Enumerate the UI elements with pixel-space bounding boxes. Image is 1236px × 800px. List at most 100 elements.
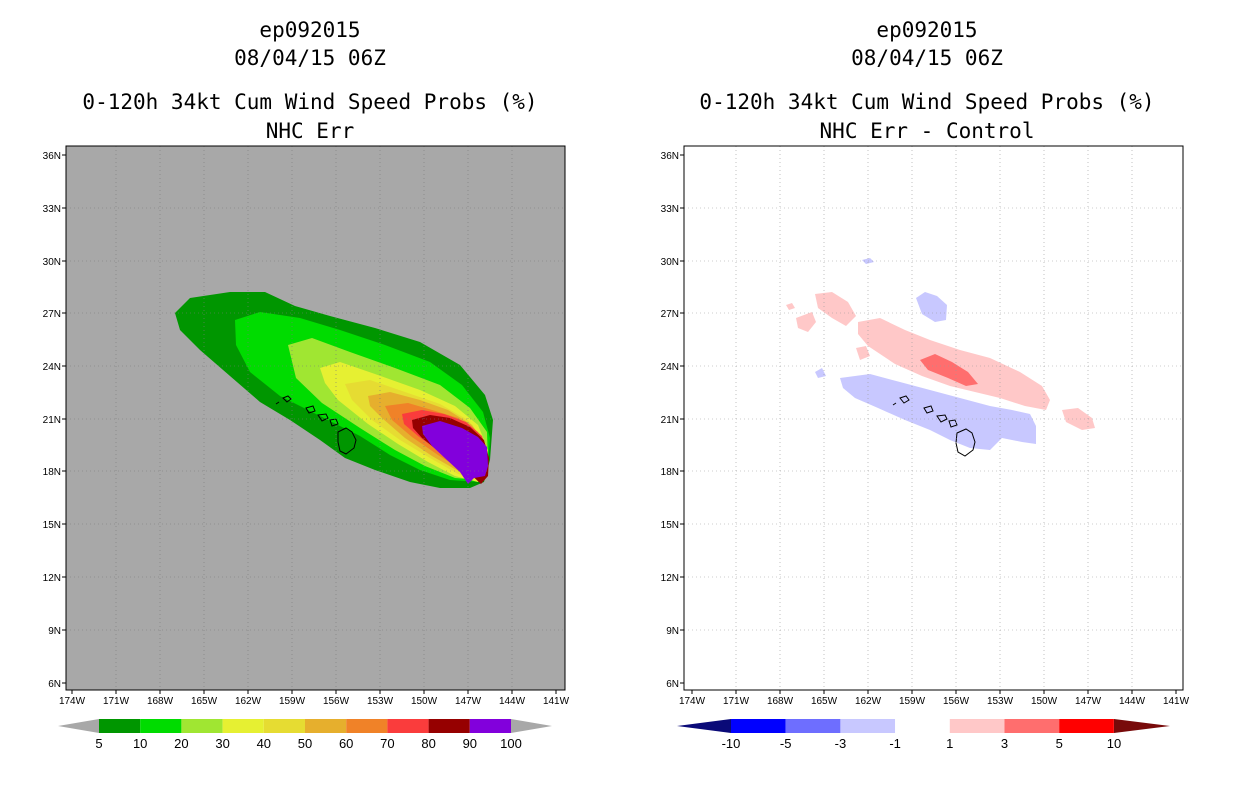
colorbar-label: 1 [946, 736, 953, 751]
colorbar-segment [346, 719, 388, 733]
colorbar-label: 30 [215, 736, 229, 751]
colorbar-segment [840, 719, 896, 733]
colorbar-label: -5 [780, 736, 792, 751]
right-chart-subtitle: NHC Err - Control [819, 119, 1035, 143]
left-datetime: 08/04/15 06Z [234, 46, 386, 70]
left-grid [66, 146, 565, 690]
lon-label: 150W [1031, 696, 1058, 707]
lat-label: 30N [43, 257, 61, 268]
lat-label: 36N [661, 151, 679, 162]
colorbar-label: 5 [1056, 736, 1063, 751]
left-lon-labels: 174W 171W 168W 165W 162W 159W 156W 153W … [59, 696, 570, 707]
left-chart-title: 0-120h 34kt Cum Wind Speed Probs (%) [82, 90, 538, 114]
colorbar-label: 10 [1107, 736, 1121, 751]
lat-label: 27N [661, 309, 679, 320]
lon-label: 153W [367, 696, 394, 707]
diff-neg-region [840, 374, 1036, 450]
diff-pos-region [796, 312, 816, 332]
colorbar-label: 10 [133, 736, 147, 751]
lon-label: 141W [1163, 696, 1190, 707]
colorbar-segment [469, 719, 511, 733]
right-grid [684, 146, 1183, 690]
diff-pos-region [1062, 408, 1095, 430]
right-colorbar: -10 -5 -3 -1 1 3 5 10 [677, 719, 1170, 751]
prob-90-region [422, 421, 488, 484]
right-map-frame [683, 145, 1184, 691]
lat-label: 9N [48, 626, 61, 637]
left-hawaii-islands [275, 395, 357, 455]
left-lat-labels: 36N 33N 30N 27N 24N 21N 18N 15N 12N 9N 6… [43, 151, 61, 690]
right-lon-labels: 174W 171W 168W 165W 162W 159W 156W 153W … [679, 696, 1190, 707]
lat-label: 15N [661, 520, 679, 531]
diff-pos-strong-region [920, 354, 978, 386]
diff-pos-region [786, 303, 795, 310]
lon-label: 171W [103, 696, 130, 707]
lat-label: 12N [661, 573, 679, 584]
lat-label: 33N [43, 204, 61, 215]
lat-label: 33N [661, 204, 679, 215]
right-lat-ticks [680, 154, 684, 684]
lat-label: 9N [666, 626, 679, 637]
colorbar-label: 90 [463, 736, 477, 751]
colorbar-label: 70 [380, 736, 394, 751]
lon-label: 153W [987, 696, 1014, 707]
left-map-frame [65, 145, 566, 691]
colorbar-segment [99, 719, 141, 733]
colorbar-segment [428, 719, 470, 733]
right-lon-ticks [691, 690, 1177, 694]
lat-label: 18N [43, 467, 61, 478]
right-datetime: 08/04/15 06Z [851, 46, 1003, 70]
lon-label: 144W [499, 696, 526, 707]
lat-label: 21N [661, 415, 679, 426]
diff-pos-region [856, 346, 870, 360]
lat-label: 12N [43, 573, 61, 584]
lon-label: 168W [147, 696, 174, 707]
colorbar-segment [305, 719, 347, 733]
colorbar-segment [263, 719, 305, 733]
colorbar-label: -10 [722, 736, 741, 751]
lon-label: 162W [855, 696, 882, 707]
lon-label: 156W [323, 696, 350, 707]
colorbar-segment [222, 719, 264, 733]
left-colorbar: 5 10 20 30 40 50 60 70 80 90 100 [58, 719, 552, 751]
colorbar-label: 80 [421, 736, 435, 751]
colorbar-segment [140, 719, 182, 733]
right-diff-contours [786, 258, 1095, 450]
right-storm-id: ep092015 [876, 18, 978, 42]
right-hawaii-islands [892, 395, 976, 457]
left-storm-id: ep092015 [259, 18, 361, 42]
lon-label: 150W [411, 696, 438, 707]
colorbar-segment [895, 719, 950, 733]
lon-label: 141W [543, 696, 570, 707]
lon-label: 156W [943, 696, 970, 707]
lat-label: 27N [43, 309, 61, 320]
lon-label: 168W [767, 696, 794, 707]
colorbar-high-arrow [1114, 719, 1170, 733]
lat-label: 15N [43, 520, 61, 531]
colorbar-segment [949, 719, 1005, 733]
diff-neg-region [815, 368, 826, 378]
left-lat-ticks [62, 154, 66, 684]
right-lat-labels: 36N 33N 30N 27N 24N 21N 18N 15N 12N 9N 6… [661, 151, 679, 690]
colorbar-label: 20 [174, 736, 188, 751]
left-chart-subtitle: NHC Err [265, 119, 355, 143]
lon-label: 165W [191, 696, 218, 707]
colorbar-label: 50 [298, 736, 312, 751]
colorbar-label: -3 [835, 736, 847, 751]
colorbar-low-arrow [58, 719, 99, 733]
lat-label: 30N [661, 257, 679, 268]
colorbar-label: 3 [1001, 736, 1008, 751]
left-prob-contours [175, 292, 493, 488]
diff-neg-region [916, 292, 947, 322]
lon-label: 147W [455, 696, 482, 707]
lon-label: 159W [899, 696, 926, 707]
lon-label: 147W [1075, 696, 1102, 707]
lon-label: 174W [679, 696, 706, 707]
lon-label: 162W [235, 696, 262, 707]
colorbar-label: 5 [95, 736, 102, 751]
diff-pos-region [815, 292, 856, 326]
colorbar-label: 60 [339, 736, 353, 751]
right-chart-title: 0-120h 34kt Cum Wind Speed Probs (%) [699, 90, 1155, 114]
colorbar-segment [1004, 719, 1060, 733]
colorbar-high-arrow [511, 719, 552, 733]
